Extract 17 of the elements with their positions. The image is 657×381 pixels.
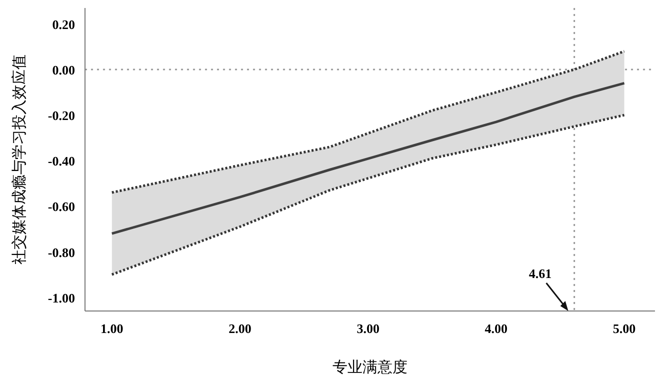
x-tick-label: 1.00 <box>100 321 124 336</box>
x-tick-label: 5.00 <box>612 321 636 336</box>
y-tick-label: -0.60 <box>48 199 75 214</box>
y-axis-title: 社交媒体成瘾与学习投入效应值 <box>11 54 28 264</box>
annotation: 4.61 <box>528 266 552 281</box>
x-tick-label: 3.00 <box>356 321 380 336</box>
y-tick-label: -0.20 <box>48 108 75 124</box>
y-tick-label: 0.20 <box>52 16 75 32</box>
y-tick-label: 0.00 <box>52 62 75 78</box>
y-tick-label: -1.00 <box>48 290 75 306</box>
x-axis-title: 专业满意度 <box>332 359 408 376</box>
y-tick-label: -0.40 <box>48 154 75 169</box>
y-tick-label: -0.80 <box>48 244 75 260</box>
line-series <box>110 50 626 194</box>
x-tick-label: 2.00 <box>228 321 252 336</box>
x-tick-label: 4.00 <box>484 321 508 336</box>
line-series <box>110 82 626 235</box>
